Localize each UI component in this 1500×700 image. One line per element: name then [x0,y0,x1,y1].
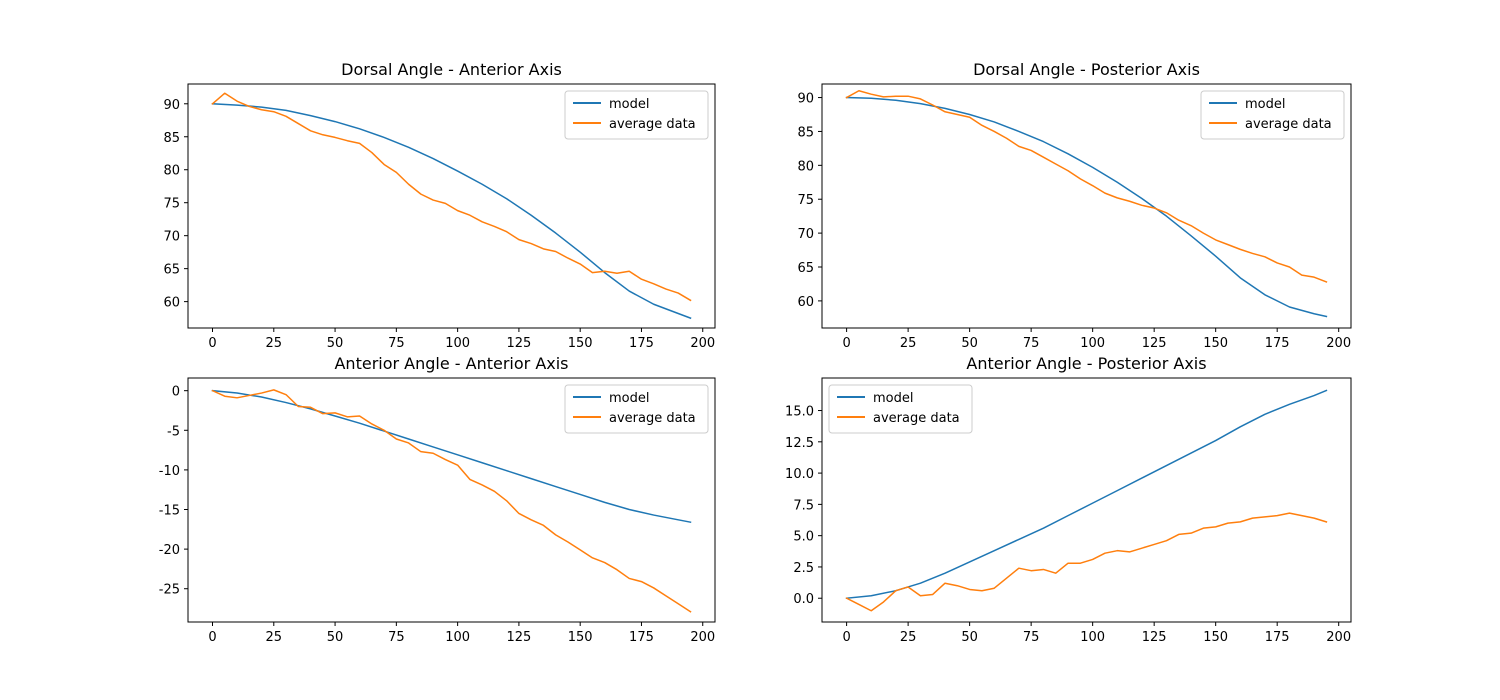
x-tick-label: 200 [690,630,715,645]
x-tick-label: 100 [1080,336,1105,351]
axes-frame [821,83,1352,329]
y-tick-label: 70 [797,227,814,242]
legend-label: model [609,97,649,112]
y-tick-label: 10.0 [785,467,814,482]
x-tick-label: 50 [327,336,344,351]
legend: model average data [564,90,709,140]
x-tick-label: 200 [690,336,715,351]
subplot-title: Anterior Angle - Anterior Axis [334,354,568,373]
x-tick-label: 75 [388,630,405,645]
legend: model average data [1200,90,1345,140]
legend-label: model [1245,97,1285,112]
y-tick-label: 15.0 [785,405,814,420]
x-tick-label: 200 [1326,630,1351,645]
x-tick-label: 175 [1265,336,1290,351]
subplot-title: Dorsal Angle - Posterior Axis [973,60,1200,79]
y-tick-label: -15 [159,504,180,519]
x-tick-label: 125 [506,336,531,351]
y-tick-label: 0 [172,385,180,400]
subplot-1: Dorsal Angle - Anterior Axis 0 25 50 75 100 12… [163,60,716,351]
series-line-average-data [211,92,692,302]
series-line-average-data [845,90,1328,283]
axes-frame [187,83,716,329]
y-tick-label: 85 [163,131,180,146]
x-tick-label: 50 [961,630,978,645]
legend-label: average data [873,411,960,426]
y-tick-label: -5 [167,424,180,439]
legend: model average data [564,384,709,434]
y-tick-label: 80 [163,164,180,179]
x-tick-label: 175 [629,630,654,645]
x-tick-label: 75 [388,336,405,351]
y-tick-label: 7.5 [793,498,814,513]
y-tick-label: 0.0 [793,592,814,607]
x-tick-label: 0 [842,336,850,351]
y-tick-label: 90 [163,98,180,113]
x-tick-label: 150 [568,630,593,645]
legend-label: average data [1245,117,1332,132]
series-line-model [845,96,1328,318]
x-tick-label: 25 [266,336,283,351]
x-tick-label: 50 [327,630,344,645]
series-line-model [211,389,692,524]
subplot-2: Dorsal Angle - Posterior Axis 0 25 50 75 100 1… [797,60,1352,351]
x-tick-label: 150 [568,336,593,351]
series-line-average-data [211,389,692,613]
y-tick-label: 2.5 [793,561,814,576]
axes-frame [187,377,716,623]
legend: model average data [828,384,973,434]
x-tick-label: 0 [208,630,216,645]
x-tick-label: 100 [1080,630,1105,645]
axes-frame [821,377,1352,623]
y-tick-label: -25 [159,583,180,598]
x-tick-label: 125 [1142,630,1167,645]
y-tick-label: 65 [163,263,180,278]
subplot-4: Anterior Angle - Posterior Axis 0 25 50 75 10… [785,354,1352,645]
x-tick-label: 0 [208,336,216,351]
y-tick-label: 5.0 [793,530,814,545]
y-tick-label: 90 [797,92,814,107]
x-tick-label: 0 [842,630,850,645]
y-tick-label: 75 [163,197,180,212]
subplot-title: Anterior Angle - Posterior Axis [966,354,1206,373]
x-tick-label: 25 [900,336,917,351]
x-tick-label: 75 [1023,630,1040,645]
legend-label: model [609,391,649,406]
x-tick-label: 25 [900,630,917,645]
y-tick-label: 65 [797,261,814,276]
x-tick-label: 175 [629,336,654,351]
subplot-3: Anterior Angle - Anterior Axis 0 25 50 75 100… [159,354,716,645]
y-tick-label: 75 [797,193,814,208]
legend-label: model [873,391,913,406]
y-tick-label: 60 [163,296,180,311]
y-tick-label: 70 [163,230,180,245]
y-tick-label: 80 [797,159,814,174]
x-tick-label: 100 [445,630,470,645]
series-line-model [211,102,692,320]
x-tick-label: 75 [1023,336,1040,351]
y-tick-label: 12.5 [785,436,814,451]
x-tick-label: 50 [961,336,978,351]
y-tick-label: 85 [797,125,814,140]
y-tick-label: -10 [159,464,180,479]
x-tick-label: 125 [1142,336,1167,351]
series-line-average-data [845,512,1328,612]
legend-label: average data [609,411,696,426]
x-tick-label: 125 [506,630,531,645]
x-tick-label: 100 [445,336,470,351]
x-tick-label: 150 [1203,630,1228,645]
x-tick-label: 25 [266,630,283,645]
y-tick-label: -20 [159,543,180,558]
x-tick-label: 150 [1203,336,1228,351]
legend-label: average data [609,117,696,132]
x-tick-label: 175 [1265,630,1290,645]
subplot-title: Dorsal Angle - Anterior Axis [341,60,562,79]
x-tick-label: 200 [1326,336,1351,351]
series-line-model [845,389,1328,600]
y-tick-label: 60 [797,295,814,310]
